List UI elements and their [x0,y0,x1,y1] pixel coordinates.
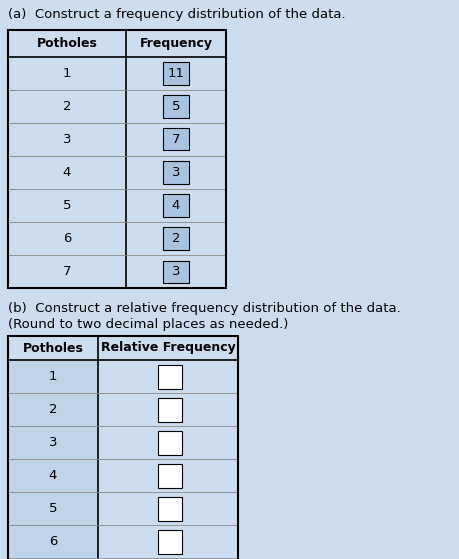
Bar [163,195,189,216]
Bar [158,364,182,389]
Bar [8,393,98,426]
Text: 2: 2 [172,232,180,245]
Text: 4: 4 [49,469,57,482]
Text: (Round to two decimal places as needed.): (Round to two decimal places as needed.) [8,318,288,331]
Bar [8,426,98,459]
Bar [8,558,98,559]
Bar [158,496,182,520]
Bar [8,525,98,558]
Text: 6: 6 [63,232,71,245]
Text: Relative Frequency: Relative Frequency [101,342,235,354]
Text: 3: 3 [63,133,71,146]
Text: 5: 5 [49,502,57,515]
Text: Potholes: Potholes [37,37,97,50]
Bar [163,63,189,84]
Bar [163,162,189,183]
Bar [8,360,98,393]
Bar [158,529,182,553]
Text: 4: 4 [172,199,180,212]
Text: 3: 3 [49,436,57,449]
Bar [163,260,189,282]
Text: Potholes: Potholes [22,342,84,354]
Bar [158,430,182,454]
Bar [158,397,182,421]
Text: 7: 7 [63,265,71,278]
Bar [8,459,98,492]
Text: (b)  Construct a relative frequency distribution of the data.: (b) Construct a relative frequency distr… [8,302,401,315]
Text: 4: 4 [63,166,71,179]
Text: 3: 3 [172,166,180,179]
Text: 3: 3 [172,265,180,278]
Text: 6: 6 [49,535,57,548]
Bar [163,228,189,249]
Bar [163,129,189,150]
Bar [163,96,189,117]
Text: Frequency: Frequency [140,37,213,50]
Text: 2: 2 [49,403,57,416]
Text: 1: 1 [63,67,71,80]
Text: 1: 1 [49,370,57,383]
Bar [158,463,182,487]
Text: 7: 7 [172,133,180,146]
Bar [8,492,98,525]
Text: 11: 11 [168,67,185,80]
Text: 5: 5 [63,199,71,212]
Text: 5: 5 [172,100,180,113]
Text: (a)  Construct a frequency distribution of the data.: (a) Construct a frequency distribution o… [8,8,346,21]
Bar [8,30,226,57]
Text: 2: 2 [63,100,71,113]
